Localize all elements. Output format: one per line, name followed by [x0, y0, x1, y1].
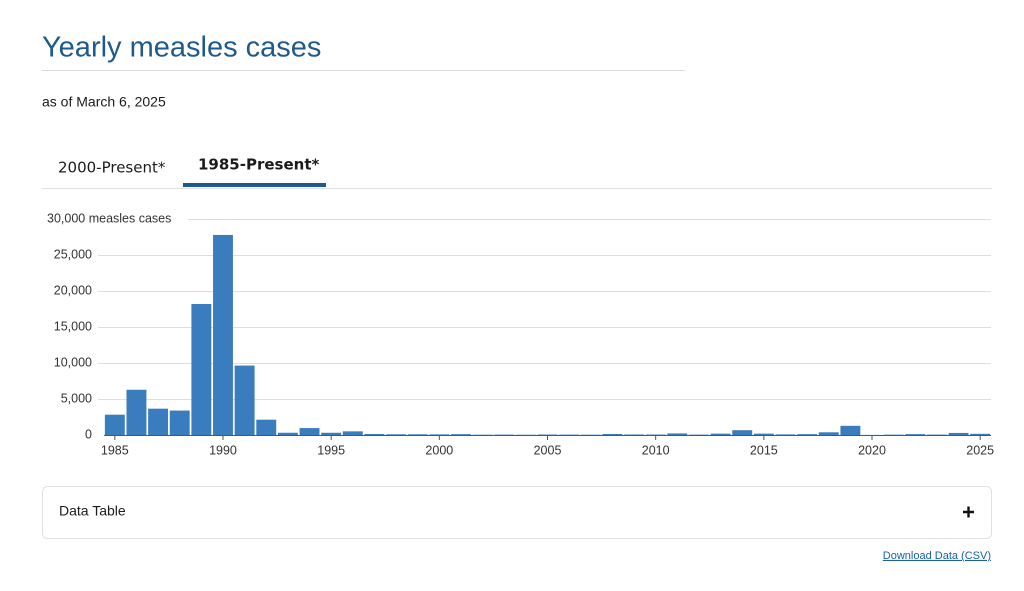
tab-active[interactable]: 1985-Present*: [183, 156, 326, 188]
bar: [299, 428, 320, 435]
x-tick-label: 1995: [317, 443, 345, 457]
x-tick-label: 2005: [534, 443, 562, 457]
page-title: Yearly measles cases: [42, 32, 321, 64]
y-tick-label: 30,000 measles cases: [47, 211, 171, 225]
y-tick-label: 20,000: [54, 283, 92, 297]
bar: [797, 434, 818, 435]
x-tick-label: 2025: [966, 443, 994, 457]
bar: [775, 434, 796, 435]
y-tick-label: 10,000: [54, 355, 92, 369]
y-tick-label: 0: [85, 427, 92, 441]
bar: [905, 434, 926, 435]
bar: [948, 432, 969, 435]
tab-label[interactable]: 2000-Present*: [58, 159, 166, 177]
bar: [321, 432, 342, 435]
bar: [624, 434, 644, 435]
bar: [213, 234, 233, 435]
bar: [342, 431, 363, 435]
bar: [126, 389, 147, 435]
bar: [407, 434, 428, 435]
x-tick-label: 2000: [425, 443, 453, 457]
bar: [364, 434, 385, 435]
bar: [840, 425, 861, 435]
bar: [191, 304, 212, 435]
x-tick-label: 1990: [209, 443, 237, 457]
accordion-label[interactable]: Data Table: [59, 503, 126, 519]
bar: [667, 433, 688, 435]
bar: [256, 419, 277, 435]
chart: 0 5,000 10,000 15,000 20,000 25,000 30,000 mea…: [47, 211, 994, 457]
y-tick-label: 15,000: [54, 319, 92, 333]
bar: [970, 433, 991, 435]
bar: [710, 433, 731, 435]
x-tick-label: 2010: [642, 443, 670, 457]
bar: [429, 434, 450, 435]
bar: [277, 432, 298, 435]
x-tick-label: 2020: [858, 443, 886, 457]
subtitle: as of March 6, 2025: [42, 94, 166, 110]
bar: [104, 414, 125, 435]
tab-label[interactable]: 1985-Present*: [198, 156, 319, 174]
x-tick-label: 1985: [101, 443, 129, 457]
plus-icon[interactable]: [963, 506, 974, 518]
bar: [602, 433, 623, 435]
bar: [753, 433, 774, 435]
tab-indicator: [183, 183, 326, 187]
bar: [169, 410, 190, 435]
download-link[interactable]: Download Data (CSV): [883, 550, 991, 562]
y-tick-label: 25,000: [54, 247, 92, 261]
data-table-toggle[interactable]: Data Table: [42, 486, 992, 539]
bar: [451, 434, 471, 435]
tab[interactable]: 2000-Present*: [58, 159, 166, 177]
bar: [732, 430, 753, 435]
bar: [386, 434, 407, 435]
bar: [234, 365, 255, 435]
y-tick-label: 5,000: [61, 391, 92, 405]
bar: [148, 408, 169, 435]
accordion-box[interactable]: [42, 486, 992, 539]
bar: [818, 432, 839, 435]
x-tick-label: 2015: [750, 443, 778, 457]
